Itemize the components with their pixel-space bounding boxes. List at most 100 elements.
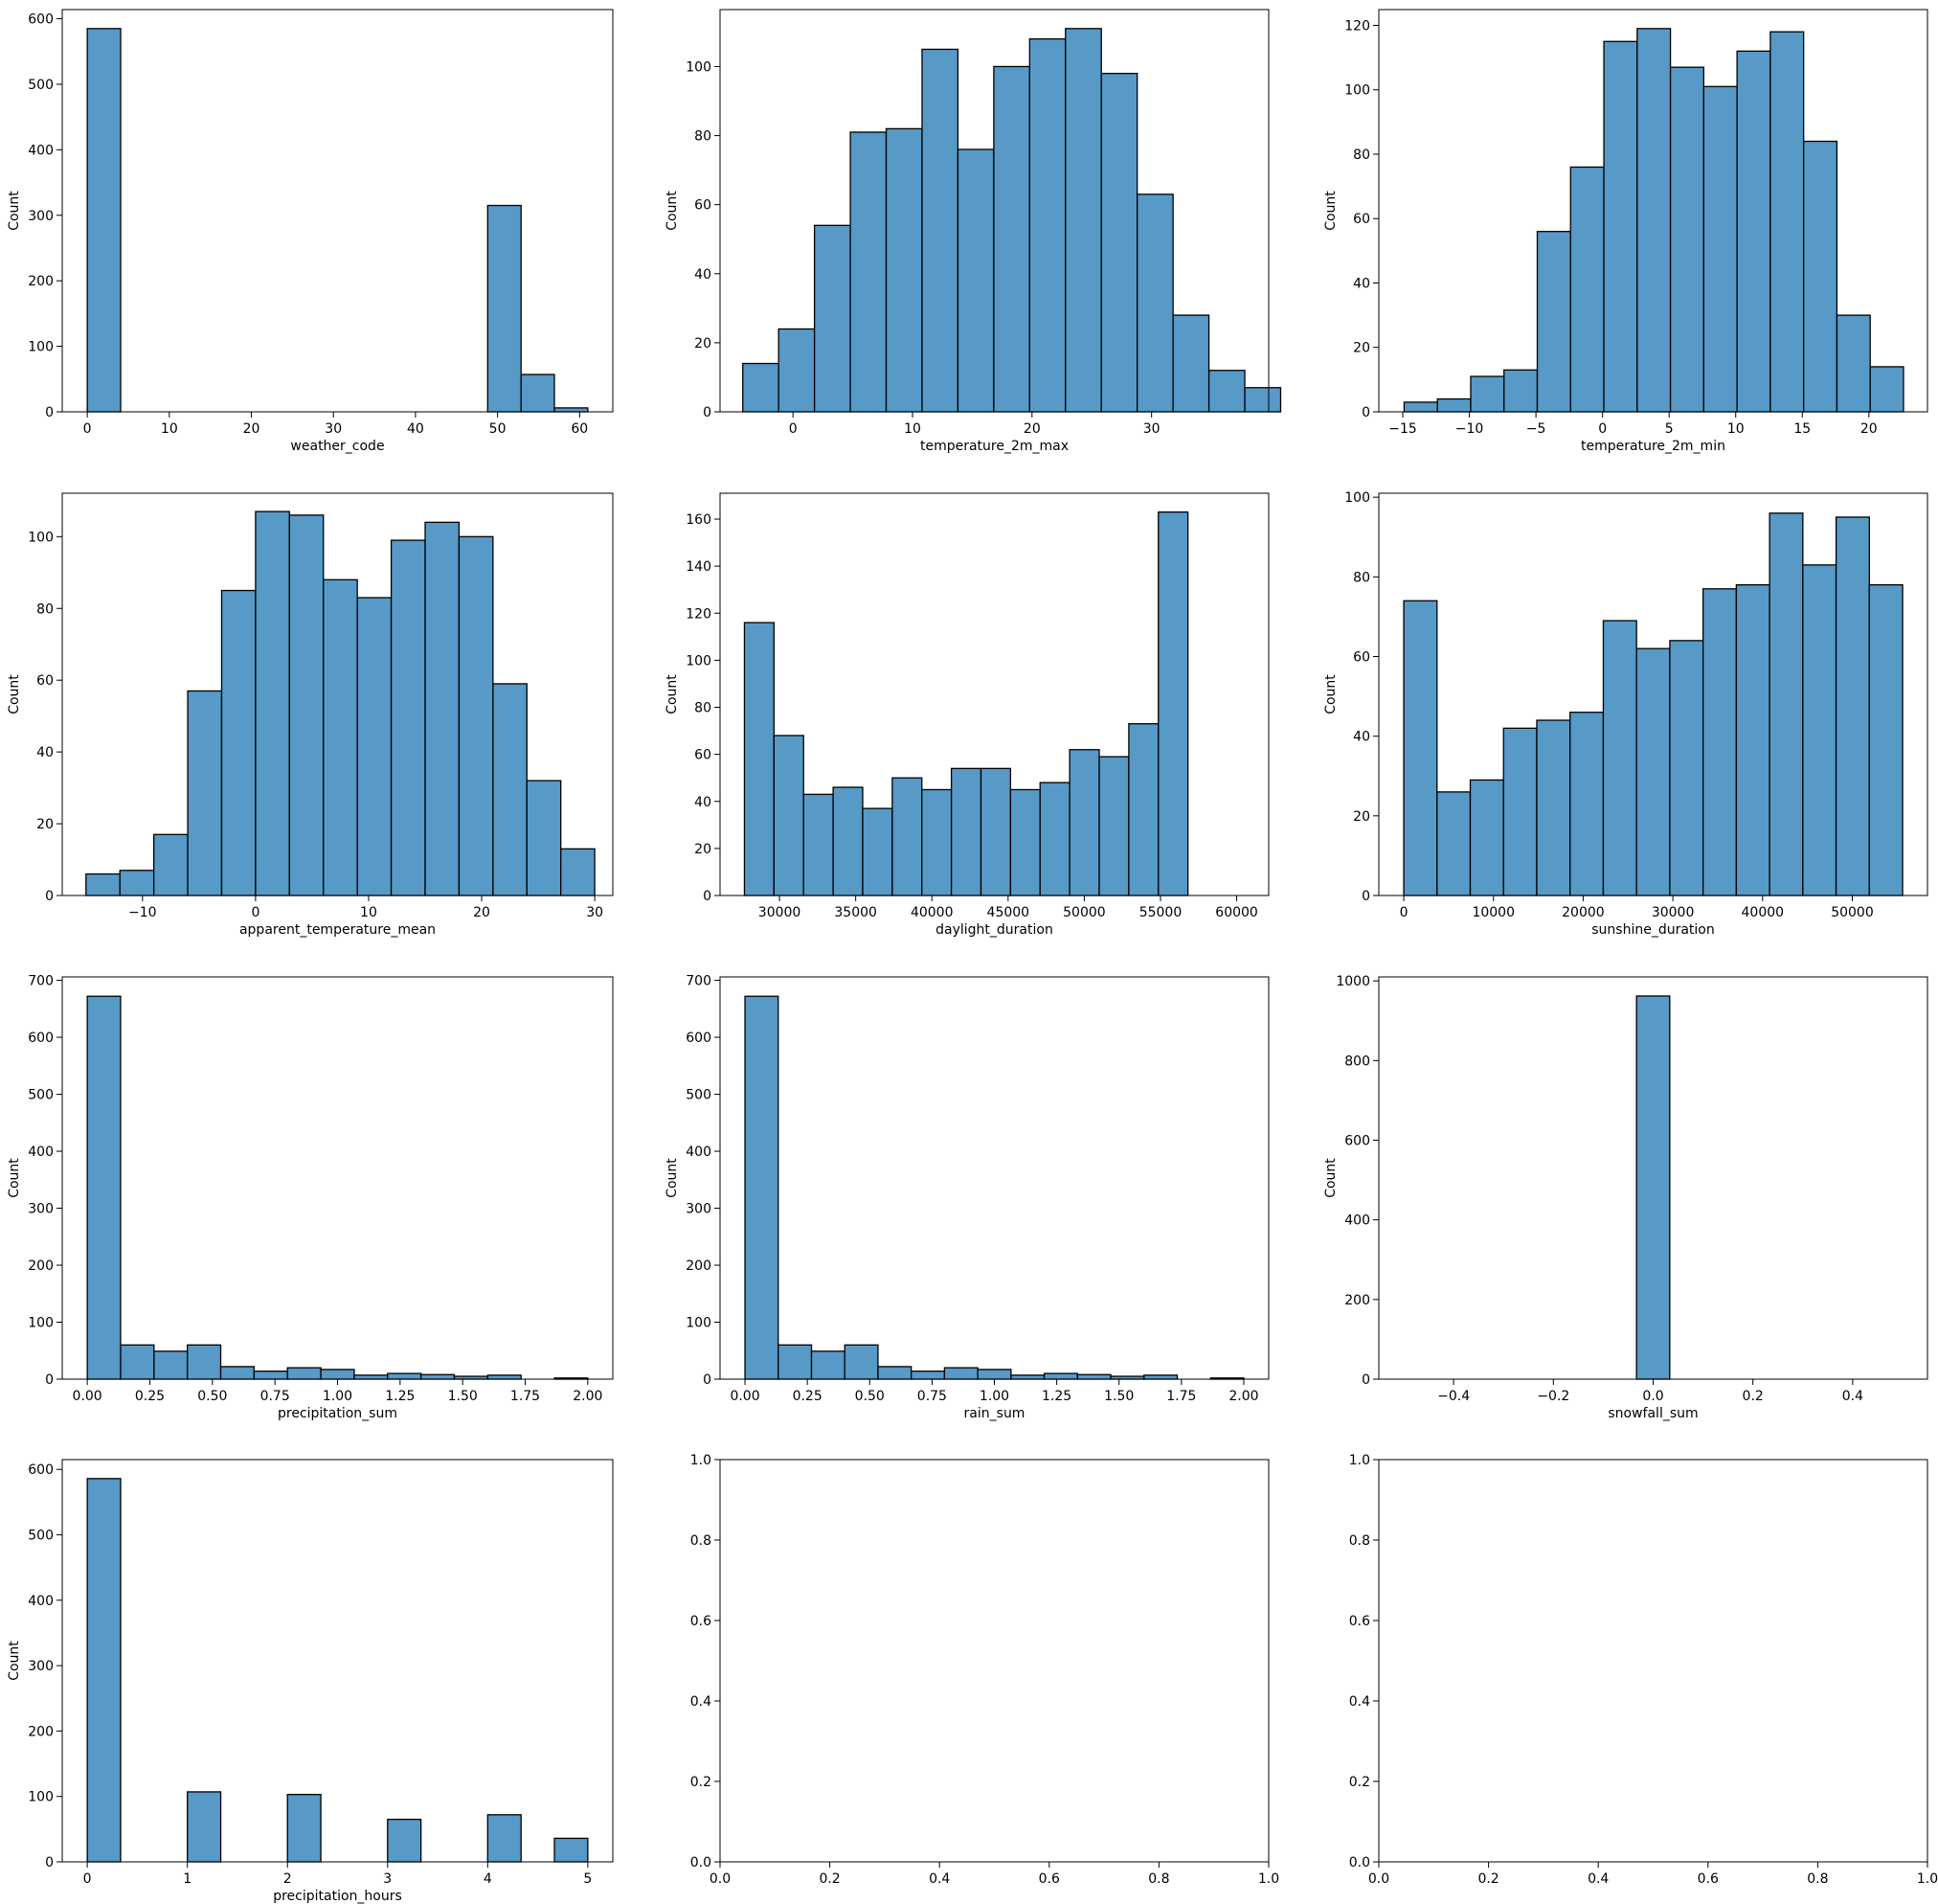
histogram-bar — [950, 767, 982, 896]
x-tick-label: 30 — [586, 905, 603, 920]
y-tick-label: 0 — [45, 405, 54, 420]
x-tick-label: 60 — [571, 421, 588, 437]
histogram-panel: 0.00 0.25 0.50 0.75 1.00 1.25 1.50 1.75 2.00 0 100… — [665, 974, 1270, 1421]
x-tick-label: 5 — [583, 1871, 592, 1887]
histogram-bar — [1244, 387, 1282, 413]
histogram-panel: 0 1 2 3 4 5 0 100 200 300 400 500 600 precipitation_h… — [7, 1459, 614, 1904]
x-tick-label: 20 — [243, 421, 260, 437]
x-tick-label: −15 — [1388, 421, 1417, 437]
histogram-bar — [1836, 314, 1871, 413]
histogram-bar — [1069, 749, 1100, 896]
histogram-bar — [1100, 73, 1138, 413]
y-tick-label: 1000 — [1336, 974, 1370, 989]
y-tick-label: 200 — [28, 274, 54, 289]
x-tick-label: 1.00 — [980, 1389, 1009, 1404]
x-tick-label: 0.0 — [1642, 1389, 1663, 1404]
y-tick-label: 700 — [28, 974, 54, 989]
histogram-bar — [1502, 727, 1538, 896]
histogram-panel: 0 10 20 30 0 20 40 60 80 100 temperature_2m_max Cou… — [665, 9, 1282, 454]
histogram-bar — [458, 535, 494, 896]
x-tick-label: 1.0 — [1917, 1871, 1938, 1887]
histogram-bar — [1403, 401, 1438, 413]
y-tick-label: 0.4 — [1349, 1694, 1370, 1710]
y-axis-label: Count — [665, 191, 680, 231]
y-tick-label: 100 — [1344, 83, 1370, 99]
x-tick-label: 10 — [904, 421, 921, 437]
y-tick-label: 0.2 — [1349, 1775, 1370, 1790]
y-tick-label: 120 — [686, 606, 711, 622]
histogram-bar — [1635, 647, 1671, 896]
y-axis-label: Count — [665, 674, 680, 714]
histogram-bar — [1702, 85, 1738, 413]
histogram-bar — [1603, 40, 1638, 413]
y-axis-label: Count — [7, 1158, 22, 1198]
histogram-bar — [1869, 366, 1904, 413]
y-tick-label: 500 — [686, 1088, 711, 1103]
histogram-bar — [553, 1837, 589, 1863]
x-tick-label: 0.6 — [1698, 1871, 1719, 1887]
plot-frame — [1378, 492, 1928, 896]
x-tick-label: 0.00 — [73, 1389, 102, 1404]
x-tick-label: 35000 — [834, 905, 877, 920]
x-axis-label: precipitation_sum — [278, 1406, 397, 1421]
x-tick-label: 0.4 — [1588, 1871, 1609, 1887]
y-axis-label: Count — [1323, 191, 1339, 231]
x-tick-label: 40 — [407, 421, 424, 437]
y-tick-label: 300 — [28, 1659, 54, 1674]
y-tick-label: 300 — [28, 209, 54, 224]
plot-frame — [719, 1459, 1270, 1863]
x-tick-label: 0.4 — [929, 1871, 950, 1887]
histogram-bar — [390, 539, 426, 896]
histogram-bar — [153, 1350, 189, 1380]
x-tick-label: 50000 — [1831, 905, 1874, 920]
histogram-bar — [553, 407, 589, 413]
histogram-bar — [1736, 50, 1771, 413]
histogram-bar — [743, 622, 775, 896]
y-tick-label: 200 — [28, 1724, 54, 1739]
histogram-bar — [1436, 791, 1472, 896]
histogram-panel: 30000 35000 40000 45000 50000 55000 60000 0 20 40… — [665, 492, 1270, 938]
x-tick-label: 4 — [484, 1871, 492, 1887]
y-tick-label: 60 — [1353, 212, 1370, 227]
histogram-bar — [288, 514, 325, 896]
x-tick-label: 0 — [251, 905, 259, 920]
histogram-bar — [255, 510, 290, 896]
x-tick-label: 20 — [1024, 421, 1041, 437]
x-tick-label: 0.00 — [730, 1389, 759, 1404]
y-tick-label: 40 — [694, 795, 711, 810]
y-tick-label: 0 — [1362, 1372, 1370, 1388]
plot-frame — [61, 9, 614, 413]
histogram-panel: 0.00 0.25 0.50 0.75 1.00 1.25 1.50 1.75 2.00 0 100… — [7, 974, 614, 1421]
x-tick-label: 0.75 — [917, 1389, 947, 1404]
histogram-bar — [320, 1369, 355, 1380]
histogram-bar — [1403, 600, 1438, 896]
x-tick-label: 1.75 — [1166, 1389, 1196, 1404]
x-tick-label: 0.2 — [819, 1871, 840, 1887]
y-tick-label: 600 — [1344, 1133, 1370, 1148]
histogram-bar — [1043, 1372, 1078, 1380]
histogram-bar — [86, 1478, 122, 1863]
x-tick-label: 30 — [1143, 421, 1161, 437]
y-tick-label: 1.0 — [690, 1453, 711, 1468]
histogram-bar — [119, 870, 155, 896]
y-tick-label: 40 — [1353, 276, 1370, 291]
histogram-bar — [849, 131, 888, 413]
x-tick-label: 0 — [1400, 905, 1408, 920]
y-tick-label: 100 — [686, 653, 711, 669]
histogram-bar — [419, 1373, 456, 1380]
x-tick-label: 1.50 — [1104, 1389, 1134, 1404]
x-axis-label: rain_sum — [964, 1406, 1025, 1421]
histogram-bar — [356, 597, 393, 896]
histogram-bar — [187, 690, 223, 896]
plot-frame — [61, 492, 614, 896]
x-tick-label: 20000 — [1562, 905, 1605, 920]
histogram-bar — [742, 362, 779, 413]
histogram-bar — [885, 127, 923, 413]
histogram-bar — [1803, 140, 1838, 413]
x-tick-label: 30000 — [1652, 905, 1695, 920]
x-tick-label: 40000 — [1742, 905, 1785, 920]
histogram-bar — [1158, 510, 1189, 896]
y-tick-label: 0 — [1362, 405, 1370, 420]
histogram-bar — [187, 1791, 222, 1863]
x-tick-label: 0 — [1598, 421, 1607, 437]
